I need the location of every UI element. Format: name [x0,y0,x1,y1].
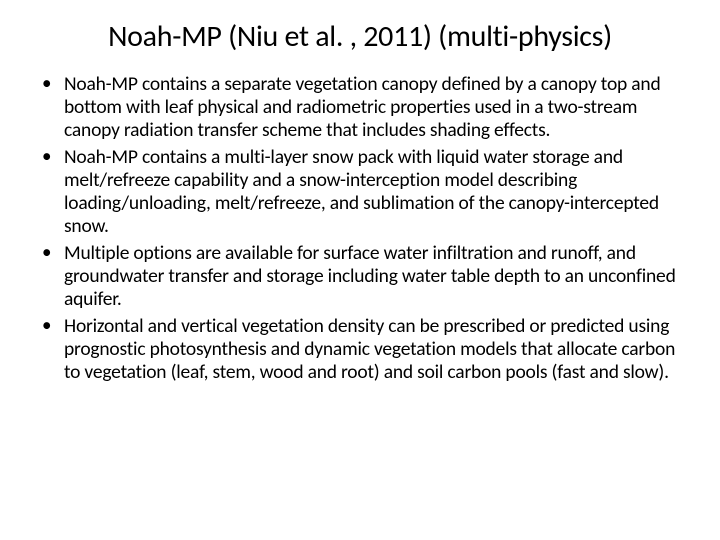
slide-title: Noah-MP (Niu et al. , 2011) (multi-physi… [36,18,684,55]
list-item: Multiple options are available for surfa… [60,242,684,311]
bullet-list: Noah-MP contains a separate vegetation c… [36,73,684,384]
list-item: Noah-MP contains a multi-layer snow pack… [60,146,684,238]
list-item: Horizontal and vertical vegetation densi… [60,315,684,384]
list-item: Noah-MP contains a separate vegetation c… [60,73,684,142]
slide: Noah-MP (Niu et al. , 2011) (multi-physi… [0,0,720,540]
